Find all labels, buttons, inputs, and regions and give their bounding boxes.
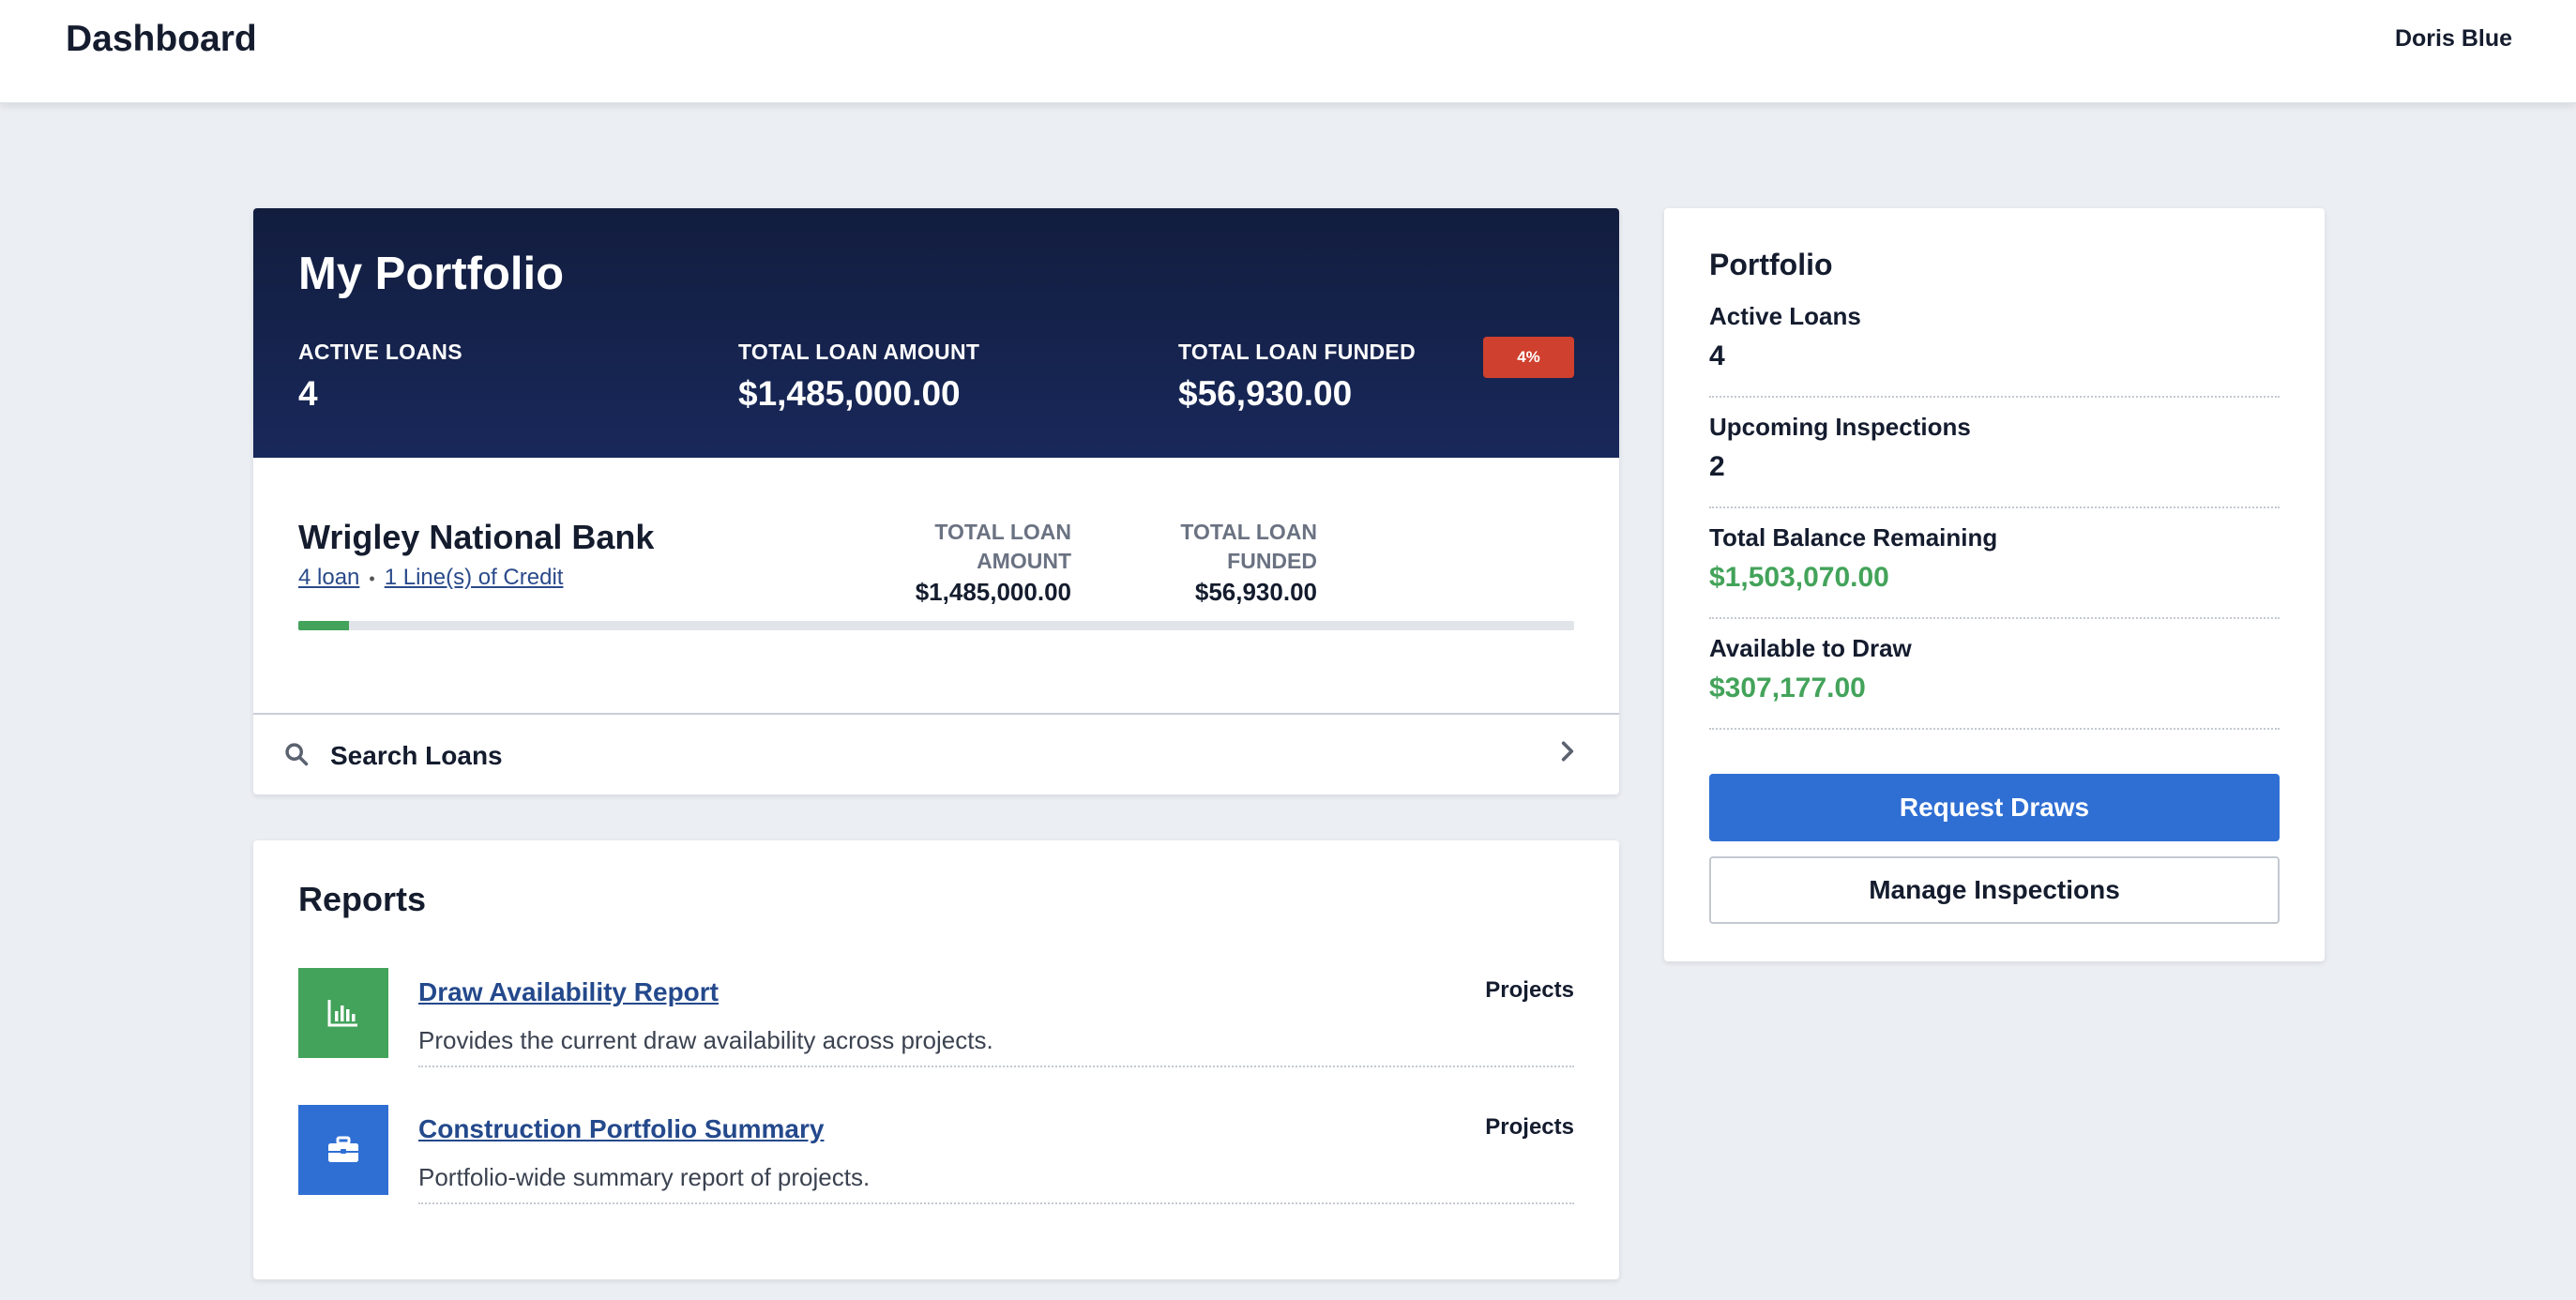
report-scope-tag: Projects bbox=[1485, 977, 1574, 1003]
bank-amount-label-line1: TOTAL LOAN bbox=[934, 520, 1071, 544]
metric-divider bbox=[1709, 506, 2280, 508]
search-loans-row[interactable]: Search Loans bbox=[253, 713, 1619, 794]
bank-funded-label-line2: FUNDED bbox=[1227, 549, 1317, 573]
bank-funded-value: $56,930.00 bbox=[1194, 578, 1317, 606]
report-scope-tag: Projects bbox=[1485, 1114, 1574, 1140]
total-loan-amount-stat: TOTAL LOAN AMOUNT $1,485,000.00 bbox=[738, 340, 979, 414]
metric-label: Upcoming Inspections bbox=[1709, 413, 1971, 441]
construction-portfolio-summary-link[interactable]: Construction Portfolio Summary bbox=[418, 1114, 825, 1143]
active-loans-label: ACTIVE LOANS bbox=[298, 340, 462, 364]
search-icon bbox=[285, 743, 309, 766]
metric-upcoming-inspections: Upcoming Inspections 2 bbox=[1709, 413, 2280, 508]
metric-label: Active Loans bbox=[1709, 302, 1861, 330]
active-loans-value: 4 bbox=[298, 374, 318, 413]
total-loan-funded-value: $56,930.00 bbox=[1178, 374, 1353, 413]
report-item: Construction Portfolio Summary Portfolio… bbox=[298, 1105, 1574, 1204]
total-loan-funded-label: TOTAL LOAN FUNDED bbox=[1178, 340, 1416, 364]
bank-total-loan-funded: TOTAL LOAN FUNDED $56,930.00 bbox=[1096, 518, 1317, 607]
sidebar-title: Portfolio bbox=[1709, 248, 1833, 281]
metric-divider bbox=[1709, 728, 2280, 730]
user-menu[interactable]: Doris Blue bbox=[2394, 25, 2512, 52]
reports-title: Reports bbox=[298, 880, 427, 918]
portfolio-title: My Portfolio bbox=[298, 249, 565, 299]
report-divider bbox=[418, 1066, 1574, 1067]
bank-amount-label-line2: AMOUNT bbox=[977, 549, 1071, 573]
chevron-right-icon bbox=[1561, 741, 1574, 762]
draw-availability-report-link[interactable]: Draw Availability Report bbox=[418, 977, 720, 1006]
total-loan-amount-label: TOTAL LOAN AMOUNT bbox=[738, 340, 980, 364]
portfolio-sidebar-card: Portfolio Active Loans 4 Upcoming Inspec… bbox=[1664, 208, 2325, 961]
funded-progress-bar bbox=[298, 621, 1574, 630]
top-header: Dashboard Doris Blue bbox=[0, 0, 2576, 103]
briefcase-icon bbox=[298, 1105, 388, 1195]
bank-amount-value: $1,485,000.00 bbox=[915, 578, 1071, 606]
bank-total-loan-amount: TOTAL LOAN AMOUNT $1,485,000.00 bbox=[824, 518, 1071, 607]
bank-name: Wrigley National Bank bbox=[298, 518, 655, 556]
total-loan-amount-value: $1,485,000.00 bbox=[738, 374, 961, 413]
metric-label: Total Balance Remaining bbox=[1709, 523, 1998, 552]
reports-card: Reports Draw Availability Report Provide… bbox=[253, 840, 1619, 1279]
bar-chart-icon bbox=[298, 968, 388, 1058]
metric-value: 2 bbox=[1709, 451, 1725, 482]
lines-of-credit-link[interactable]: 1 Line(s) of Credit bbox=[384, 565, 564, 590]
request-draws-button[interactable]: Request Draws bbox=[1709, 774, 2280, 841]
report-description: Provides the current draw availability a… bbox=[418, 1026, 993, 1054]
bank-summary: Wrigley National Bank 4 loan • 1 Line(s) o… bbox=[298, 518, 1574, 606]
total-loan-funded-stat: TOTAL LOAN FUNDED $56,930.00 bbox=[1178, 340, 1416, 414]
metric-available-to-draw: Available to Draw $307,177.00 bbox=[1709, 634, 2280, 730]
bank-funded-label-line1: TOTAL LOAN bbox=[1180, 520, 1317, 544]
page-title: Dashboard bbox=[66, 19, 257, 59]
metric-active-loans: Active Loans 4 bbox=[1709, 302, 2280, 398]
metric-divider bbox=[1709, 617, 2280, 619]
portfolio-summary-banner: My Portfolio ACTIVE LOANS 4 TOTAL LOAN A… bbox=[253, 208, 1619, 458]
report-item: Draw Availability Report Provides the cu… bbox=[298, 968, 1574, 1067]
separator-dot: • bbox=[369, 569, 375, 588]
manage-inspections-button[interactable]: Manage Inspections bbox=[1709, 856, 2280, 924]
metric-value: 4 bbox=[1709, 340, 1725, 371]
loans-link[interactable]: 4 loan bbox=[298, 565, 360, 590]
search-loans-label: Search Loans bbox=[330, 741, 503, 770]
metric-value: $307,177.00 bbox=[1709, 673, 1866, 703]
metric-divider bbox=[1709, 396, 2280, 398]
metric-label: Available to Draw bbox=[1709, 634, 1912, 662]
metric-value: $1,503,070.00 bbox=[1709, 562, 1889, 593]
report-divider bbox=[418, 1202, 1574, 1204]
metric-total-balance-remaining: Total Balance Remaining $1,503,070.00 bbox=[1709, 523, 2280, 619]
bank-links: 4 loan • 1 Line(s) of Credit bbox=[298, 565, 563, 591]
my-portfolio-card: My Portfolio ACTIVE LOANS 4 TOTAL LOAN A… bbox=[253, 208, 1619, 794]
funded-percent-badge: 4% bbox=[1483, 337, 1574, 378]
active-loans-stat: ACTIVE LOANS 4 bbox=[298, 340, 462, 414]
funded-progress-fill bbox=[298, 621, 350, 630]
report-description: Portfolio-wide summary report of project… bbox=[418, 1163, 871, 1191]
